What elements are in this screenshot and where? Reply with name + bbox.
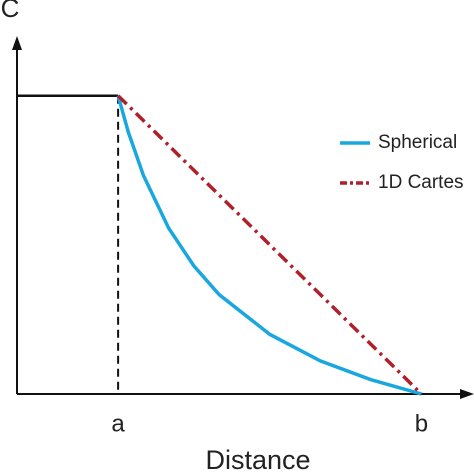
x-axis-label: Distance xyxy=(205,445,310,474)
x-tick-label: a xyxy=(111,410,125,437)
y-arrow xyxy=(12,36,22,50)
x-tick-label: b xyxy=(415,410,428,437)
series-line xyxy=(116,94,423,396)
x-arrow xyxy=(460,389,474,399)
legend-label: Spherical xyxy=(378,132,457,153)
series-line xyxy=(116,95,422,396)
y-axis-label: C xyxy=(1,0,20,23)
legend-label: 1D Cartes xyxy=(378,172,464,193)
